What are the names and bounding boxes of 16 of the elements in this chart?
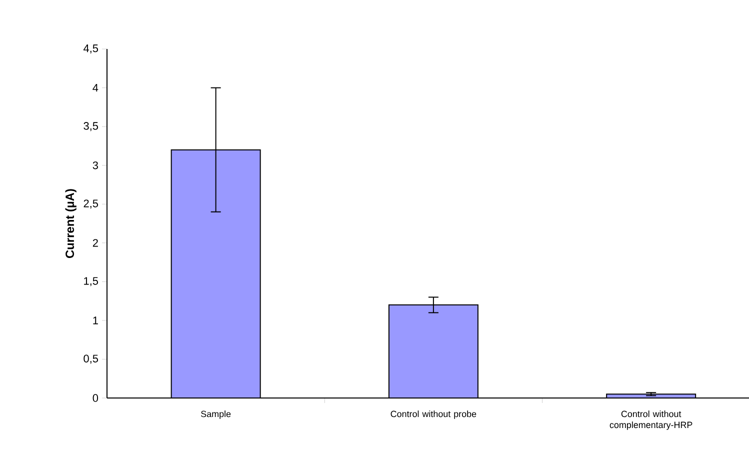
y-tick-label: 1: [93, 316, 98, 324]
y-tick-label: 0,5: [84, 354, 98, 364]
y-tick-label: 4: [92, 84, 98, 92]
bar: [388, 304, 478, 398]
y-axis-title: Current (µA): [65, 189, 76, 258]
x-tick-label: Control without probe: [390, 410, 476, 419]
x-tick-label: Control without complementary-HRP: [610, 410, 692, 430]
y-tick-label: 2: [92, 239, 98, 247]
y-tick-label: 0: [92, 394, 98, 402]
y-tick-label: 3,5: [84, 122, 98, 132]
y-tick-label: 2,5: [84, 200, 98, 209]
y-tick-label: 3: [92, 161, 98, 170]
y-tick-label: 4,5: [83, 44, 98, 54]
y-tick-label: 1,5: [84, 277, 98, 286]
bar: [171, 150, 260, 398]
x-tick-label: Sample: [201, 410, 231, 419]
